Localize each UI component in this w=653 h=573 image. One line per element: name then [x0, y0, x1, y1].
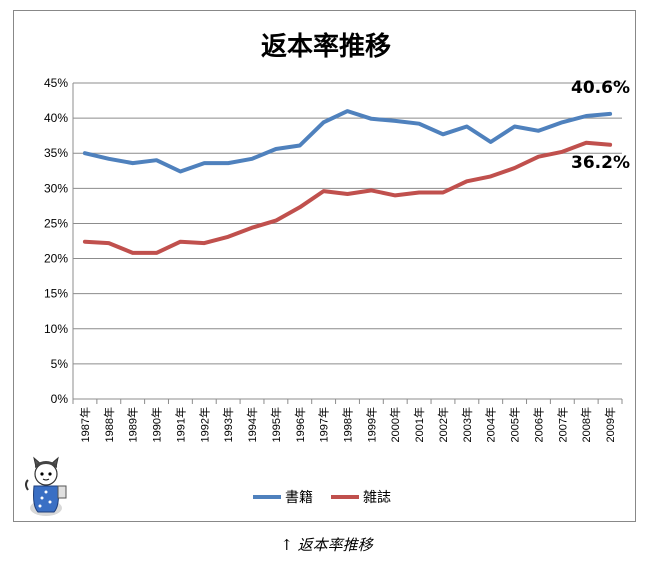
- x-tick-label: 1990年: [150, 407, 164, 442]
- x-tick-label: 1991年: [173, 407, 187, 442]
- legend: 書籍 雑誌: [253, 489, 391, 506]
- y-tick-label: 5%: [51, 357, 69, 371]
- y-tick-label: 45%: [44, 76, 68, 90]
- end-value-labels: 40.6% 36.2%: [571, 78, 630, 173]
- end-value-label: 36.2%: [571, 153, 630, 173]
- x-tick-label: 1988年: [102, 407, 116, 442]
- x-tick-label: 1996年: [293, 407, 307, 442]
- x-tick-label: 2002年: [436, 407, 450, 442]
- legend-label: 書籍: [285, 489, 313, 506]
- x-tick-label: 2009年: [603, 407, 617, 442]
- cat-mascot-icon: [25, 456, 67, 516]
- series-line-0: [82, 109, 613, 174]
- x-tick-label: 2007年: [555, 407, 569, 442]
- x-tick-label: 1997年: [317, 407, 331, 442]
- x-tick-label: 2001年: [412, 407, 426, 442]
- y-tick-label: 0%: [51, 392, 69, 406]
- gridlines: [73, 82, 622, 365]
- chart-title: 返本率推移: [261, 31, 391, 62]
- series-lines: [82, 109, 613, 255]
- y-tick-label: 40%: [44, 111, 68, 125]
- y-tick-label: 20%: [44, 252, 68, 266]
- x-tick-label: 1999年: [364, 407, 378, 442]
- x-tick-label: 1993年: [221, 407, 235, 442]
- x-tick-label: 1998年: [341, 407, 355, 442]
- x-tick-label: 2004年: [484, 407, 498, 442]
- end-value-label: 40.6%: [571, 78, 630, 98]
- up-arrow-icon: ↑: [280, 536, 293, 554]
- x-tick-label: 2008年: [579, 407, 593, 442]
- x-tick-label: 2005年: [508, 407, 522, 442]
- y-tick-labels: 0% 5% 10% 15% 20% 25% 30% 35% 40% 45%: [44, 76, 68, 406]
- axes: [72, 83, 623, 404]
- y-tick-label: 30%: [44, 181, 68, 195]
- x-tick-label: 2003年: [460, 407, 474, 442]
- series-line-1: [82, 140, 613, 255]
- y-tick-label: 15%: [44, 287, 68, 301]
- x-tick-label: 1989年: [126, 407, 140, 442]
- figure-caption: ↑ 返本率推移: [0, 534, 653, 555]
- x-tick-label: 1987年: [78, 407, 92, 442]
- x-tick-label: 2006年: [531, 407, 545, 442]
- caption-text: 返本率推移: [297, 536, 373, 554]
- chart-frame: [13, 10, 636, 522]
- y-tick-label: 25%: [44, 216, 68, 230]
- legend-label: 雑誌: [363, 490, 391, 506]
- x-tick-label: 1992年: [197, 407, 211, 442]
- x-tick-label: 2000年: [388, 407, 402, 442]
- y-tick-label: 10%: [44, 322, 68, 336]
- x-tick-labels: 1987年 1988年 1989年 1990年 1991年 1992年 1993年 1994年…: [78, 407, 617, 442]
- x-tick-label: 1994年: [245, 407, 259, 442]
- x-tick-label: 1995年: [269, 407, 283, 442]
- y-tick-label: 35%: [44, 146, 68, 160]
